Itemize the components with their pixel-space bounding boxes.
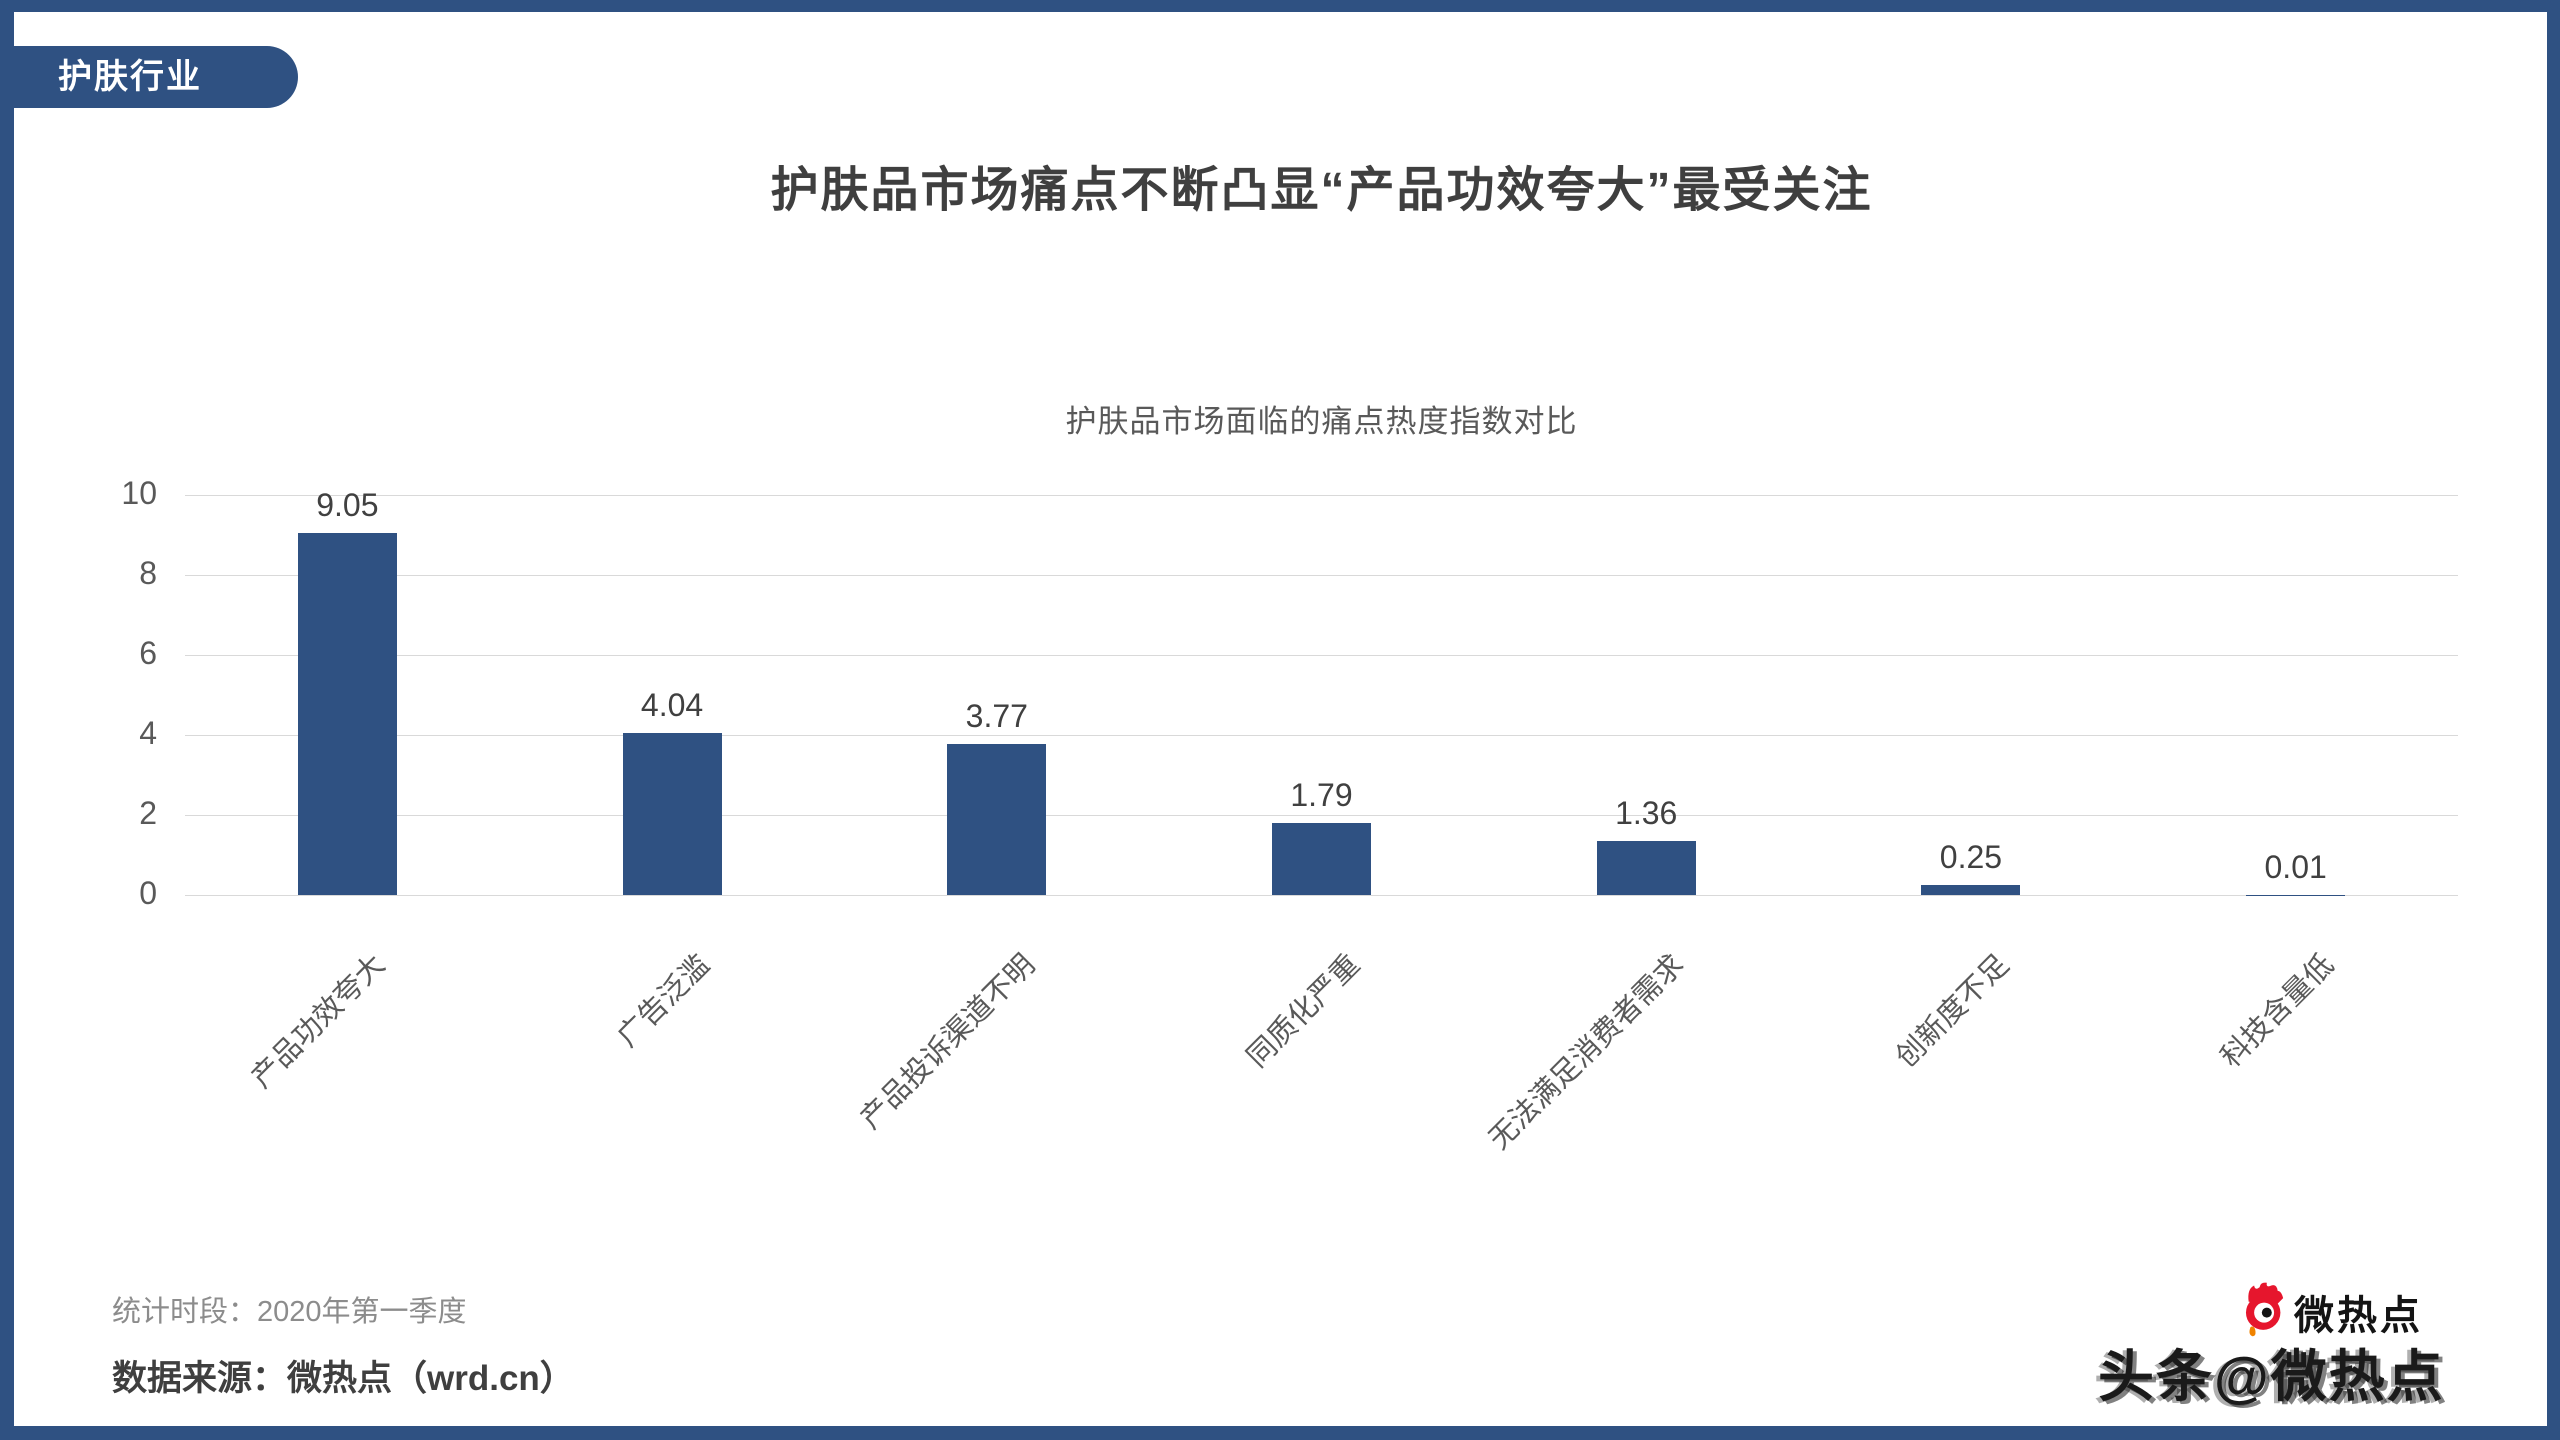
y-axis-tick-label: 2 bbox=[139, 795, 157, 831]
gridline bbox=[185, 815, 2458, 816]
bar bbox=[1272, 823, 1371, 895]
gridline bbox=[185, 575, 2458, 576]
chart-title: 护肤品市场面临的痛点热度指数对比 bbox=[1065, 404, 1578, 439]
data-source-label: 数据来源：微热点（wrd.cn） bbox=[112, 1359, 575, 1398]
industry-tab-label: 护肤行业 bbox=[58, 58, 202, 96]
bar bbox=[947, 744, 1047, 895]
x-axis-category-label: 创新度不足 bbox=[1890, 948, 2016, 1074]
watermark-overlay-text: 头条@微热点 bbox=[2098, 1345, 2445, 1408]
y-axis-tick-label: 0 bbox=[139, 875, 157, 911]
brand-logo-row: 微热点 bbox=[2236, 1280, 2423, 1338]
gridline bbox=[185, 735, 2458, 736]
bar-chart-plot-area: 0 2 4 6 8 10 9.05 产品功效夸大 4.04 广告泛滥 3.77 产品投诉渠道不明 1.7… bbox=[121, 475, 2458, 1156]
page-title: 护肤品市场痛点不断凸显“产品功效夸大”最受关注 bbox=[770, 164, 1873, 217]
y-axis-tick-label: 6 bbox=[139, 635, 157, 671]
x-axis-category-label: 同质化严重 bbox=[1240, 948, 1366, 1074]
gridline bbox=[185, 655, 2458, 656]
gridline bbox=[185, 895, 2458, 896]
gridline bbox=[185, 495, 2458, 496]
stat-period-label: 统计时段：2020年第一季度 bbox=[112, 1296, 467, 1328]
bar-value-label: 3.77 bbox=[965, 698, 1028, 735]
y-axis-tick-label: 8 bbox=[139, 555, 157, 591]
bar-value-label: 9.05 bbox=[316, 487, 379, 523]
bar-value-label: 0.25 bbox=[1939, 839, 2003, 875]
bar bbox=[1921, 885, 2021, 895]
bar-value-label: 4.04 bbox=[640, 687, 704, 724]
bar bbox=[622, 733, 722, 895]
industry-tab: 护肤行业 bbox=[0, 46, 298, 108]
weibo-eye-icon bbox=[2245, 1282, 2284, 1337]
x-axis-category-label: 广告泛滥 bbox=[611, 948, 717, 1054]
bar-value-label: 0.01 bbox=[2264, 848, 2327, 885]
bar-value-label: 1.79 bbox=[1290, 777, 1353, 814]
bar-value-label: 1.36 bbox=[1615, 794, 1678, 831]
x-axis-category-label: 产品功效夸大 bbox=[245, 948, 392, 1095]
bar bbox=[1596, 840, 1696, 895]
x-axis-category-label: 无法满足消费者需求 bbox=[1483, 948, 1691, 1156]
brand-watermark: 微热点 头条@微热点 bbox=[2098, 1280, 2538, 1420]
brand-name-text: 微热点 bbox=[2294, 1294, 2423, 1338]
x-axis-category-label: 科技含量低 bbox=[2214, 948, 2340, 1074]
y-axis-tick-label: 4 bbox=[139, 715, 157, 751]
x-axis-category-label: 产品投诉渠道不明 bbox=[854, 948, 1042, 1136]
bar bbox=[297, 533, 397, 895]
y-axis-tick-label: 10 bbox=[121, 475, 157, 511]
